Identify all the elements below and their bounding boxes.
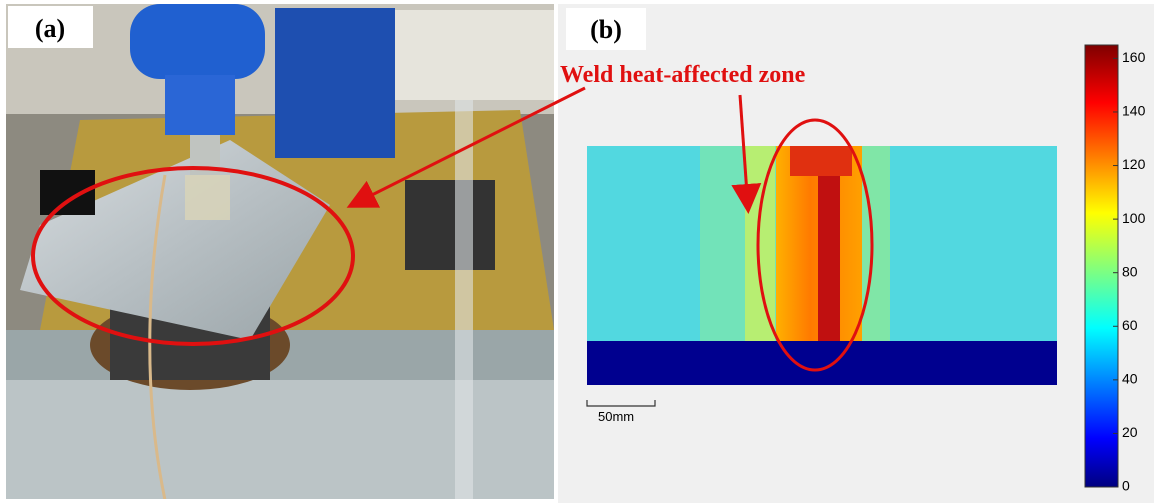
annotation: Weld heat-affected zone [560,62,806,88]
colorbar-tick-label: 40 [1122,371,1138,387]
photo [6,4,554,500]
scale-bar-label: 50mm [598,409,634,424]
heatmap [587,146,1057,385]
colorbar-tick-label: 120 [1122,156,1146,172]
colorbar-tick-label: 20 [1122,424,1138,440]
colorbar-tick-label: 160 [1122,49,1146,65]
colorbar-tick-label: 80 [1122,263,1138,279]
colorbar-tick-label: 140 [1122,103,1146,119]
panel-label: (a) [35,14,65,43]
page: {"panels": [ {"label": "(a)"}, {"label":… [0,0,1154,503]
colorbar [1085,45,1118,487]
colorbar-tick-label: 100 [1122,210,1146,226]
colorbar-tick-label: 0 [1122,478,1130,494]
colorbar-tick-label: 60 [1122,317,1138,333]
figure: (a) (b) Weld heat-affected zone 50mm 0 20… [0,0,1154,503]
panel-label: (b) [590,15,622,44]
